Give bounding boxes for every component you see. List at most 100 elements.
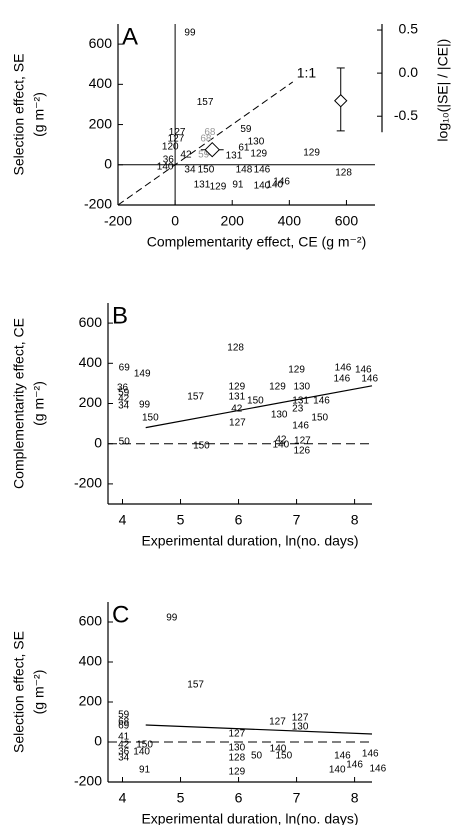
point-label: 146: [361, 374, 378, 385]
point-label: 157: [187, 680, 204, 691]
point-label: 129: [228, 381, 245, 392]
panel-label: C: [112, 601, 129, 628]
x-tick-label: 400: [278, 213, 302, 229]
point-label: 68: [204, 127, 216, 138]
point-label: 150: [275, 751, 292, 762]
point-label: 150: [136, 740, 153, 751]
point-label: 129: [269, 381, 286, 392]
point-label: 140: [266, 180, 283, 191]
point-label: 150: [193, 440, 210, 451]
point-label: 131: [226, 150, 243, 161]
point-label: 34: [118, 753, 130, 764]
y-tick-label: 400: [79, 653, 103, 669]
point-label: 149: [134, 369, 151, 380]
x-tick-label: 6: [235, 790, 243, 806]
y-tick-label: 400: [79, 354, 103, 370]
y2-axis-label: log₁₀(|SE| / |CE|): [435, 39, 451, 142]
point-label: 34: [184, 164, 196, 175]
point-label: 42: [118, 394, 130, 405]
point-label: 128: [335, 167, 352, 178]
point-label: 157: [187, 392, 204, 403]
point-label: 99: [184, 28, 196, 39]
x-tick-label: -200: [104, 213, 132, 229]
point-label: 59: [240, 124, 252, 135]
point-label: 120: [162, 141, 179, 152]
y-axis-label: Selection effect, SE: [11, 54, 27, 176]
point-label: 131: [228, 392, 245, 403]
y-axis-label: Complementarity effect, CE: [11, 318, 27, 489]
point-label: 50: [251, 751, 263, 762]
point-label: 131: [194, 180, 211, 191]
point-label: 127: [169, 127, 186, 138]
point-label: 68: [200, 133, 212, 144]
point-label: 59: [118, 387, 130, 398]
point-label: 130: [271, 409, 288, 420]
point-label: 150: [142, 412, 159, 423]
point-label: 157: [197, 97, 214, 108]
point-label: 140: [254, 181, 271, 192]
point-label: 150: [198, 164, 215, 175]
point-label: 146: [254, 164, 271, 175]
point-label: 130: [248, 136, 265, 147]
y-tick-label: 200: [89, 115, 113, 131]
point-label: 61: [238, 142, 250, 153]
one-to-one-line: [117, 81, 294, 206]
point-label: 129: [228, 767, 245, 778]
point-label: 146: [273, 177, 290, 188]
point-label: 127: [269, 717, 286, 728]
point-label: 23: [292, 403, 304, 414]
y-tick-label: 600: [79, 613, 103, 629]
y-tick-label: 0: [94, 733, 102, 749]
x-tick-label: 4: [119, 512, 127, 528]
point-label: 140: [133, 747, 150, 758]
point-label: 131: [292, 396, 309, 407]
y2-tick-label: -0.5: [394, 107, 418, 123]
point-label: 129: [250, 148, 267, 159]
point-label: 34: [118, 401, 130, 412]
x-axis-label: Experimental duration, ln(no. days): [141, 533, 358, 549]
point-label: 140: [273, 439, 290, 450]
point-label: 140: [270, 744, 287, 755]
y-tick-label: 0: [104, 155, 112, 171]
x-tick-label: 5: [177, 512, 185, 528]
x-tick-label: 5: [177, 790, 185, 806]
point-label: 129: [210, 182, 227, 193]
point-label: 127: [228, 729, 245, 740]
point-label: 36: [118, 747, 130, 758]
point-label: 59: [118, 710, 130, 721]
point-label: 129: [303, 147, 320, 158]
point-label: 69: [119, 363, 131, 374]
point-label: 42: [275, 434, 287, 445]
point-label: 128: [227, 343, 244, 354]
point-label: 99: [166, 613, 178, 624]
y-tick-label: 600: [89, 35, 113, 51]
point-label: 146: [313, 396, 330, 407]
x-axis-label: Experimental duration, ln(no. days): [141, 811, 358, 825]
y-axis-unit: (g m⁻²): [31, 670, 47, 715]
y2-tick-label: 0.0: [399, 64, 419, 80]
point-label: 150: [311, 412, 328, 423]
x-tick-label: 8: [351, 790, 359, 806]
point-label: 130: [292, 722, 309, 733]
mean-point: [204, 141, 220, 158]
point-label: 146: [346, 760, 363, 771]
point-label: 130: [293, 381, 310, 392]
x-tick-label: 6: [235, 512, 243, 528]
fit-line: [145, 724, 373, 735]
point-label: 50: [119, 436, 131, 447]
point-label: 126: [293, 445, 310, 456]
point-label: 99: [139, 400, 151, 411]
point-label: 146: [334, 751, 351, 762]
y-tick-label: -200: [84, 196, 112, 212]
point-label: 127: [292, 713, 309, 724]
y2-tick-label: 0.5: [399, 21, 419, 37]
fit-line: [145, 385, 373, 429]
x-axis-label: Complementarity effect, CE (g m⁻²): [147, 234, 367, 250]
y-tick-label: 0: [94, 434, 102, 450]
point-label: 36: [117, 382, 129, 393]
x-tick-label: 200: [221, 213, 245, 229]
y-tick-label: -200: [74, 773, 102, 789]
point-label: 146: [335, 363, 352, 374]
point-label: 91: [232, 180, 244, 191]
